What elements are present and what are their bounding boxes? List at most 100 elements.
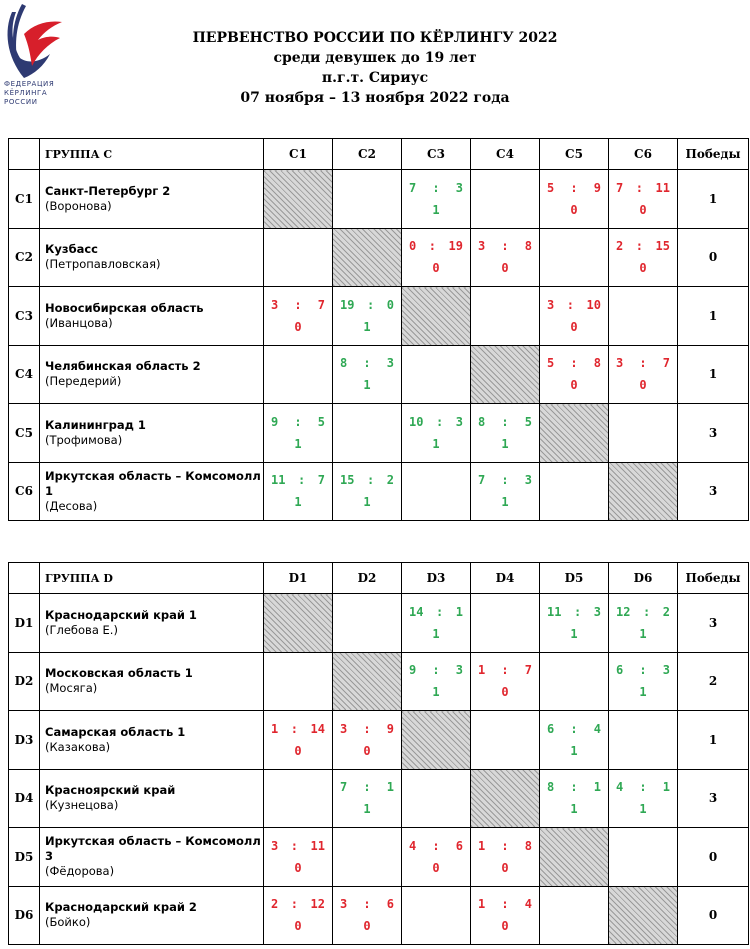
column-header: C4 [471, 139, 540, 170]
score-separator: : [432, 177, 439, 199]
team-cell: Красноярский край (Кузнецова) [40, 769, 264, 828]
score-own: 8 [478, 411, 485, 433]
team-cell: Иркутская область – Комсомолл 3 (Фёдорова… [40, 828, 264, 887]
team-name: Иркутская область – Комсомолл 1 [45, 469, 263, 499]
empty-cell [402, 886, 471, 945]
row-id: D2 [9, 652, 40, 711]
self-match-cell [471, 345, 540, 404]
match-points: 0 [609, 199, 677, 221]
venue: п.г.т. Сириус [150, 68, 600, 88]
score-line: 3:11 [264, 835, 332, 857]
table-row: D4 Красноярский край (Кузнецова) 7:1 1 8:1 1 4:… [9, 769, 749, 828]
score-line: 11:3 [540, 601, 608, 623]
score-separator: : [639, 352, 646, 374]
score-own: 7 [409, 177, 416, 199]
score-separator: : [432, 659, 439, 681]
self-match-cell [333, 228, 402, 287]
match-points: 0 [540, 199, 608, 221]
score-opponent: 5 [525, 411, 532, 433]
match-points: 1 [264, 491, 332, 513]
column-header: C3 [402, 139, 471, 170]
table-row: D5 Иркутская область – Комсомолл 3 (Фёдоро… [9, 828, 749, 887]
team-name: Самарская область 1 [45, 725, 263, 740]
row-id: C6 [9, 462, 40, 521]
empty-cell [609, 287, 678, 346]
score-cell: 7:31 [402, 170, 471, 229]
row-id: C1 [9, 170, 40, 229]
empty-cell [264, 228, 333, 287]
table-row: D2 Московская область 1 (Мосяга) 9:3 1 1:7 0 6:… [9, 652, 749, 711]
score-line: 6:3 [609, 659, 677, 681]
table-row: C3 Новосибирская область (Иванцова) 3:7 0 19:… [9, 287, 749, 346]
empty-cell [540, 228, 609, 287]
empty-cell [540, 462, 609, 521]
match-points: 0 [264, 316, 332, 338]
score-line: 2:12 [264, 893, 332, 915]
match-points: 1 [402, 623, 470, 645]
self-match-cell [333, 652, 402, 711]
score-line: 8:3 [333, 352, 401, 374]
score-own: 1 [478, 893, 485, 915]
team-name: Московская область 1 [45, 666, 263, 681]
score-separator: : [298, 469, 305, 491]
score-own: 10 [409, 411, 423, 433]
score-line: 11:7 [264, 469, 332, 491]
curling-stone-logo-icon [4, 4, 64, 82]
table-row: C2 Кузбасс (Петропавловская) 0:19 0 3:8 0 2:15 0… [9, 228, 749, 287]
team-cell: Кузбасс (Петропавловская) [40, 228, 264, 287]
score-line: 10:3 [402, 411, 470, 433]
match-points: 1 [402, 681, 470, 703]
score-opponent: 5 [318, 411, 325, 433]
score-separator: : [363, 718, 370, 740]
score-cell: 3:11 0 [264, 828, 333, 887]
match-points: 1 [540, 740, 608, 762]
score-cell: 0:19 0 [402, 228, 471, 287]
score-cell: 4:60 [402, 828, 471, 887]
empty-cell [471, 594, 540, 653]
empty-cell [333, 170, 402, 229]
score-own: 3 [547, 294, 554, 316]
score-line: 1:7 [471, 659, 539, 681]
score-own: 19 [340, 294, 354, 316]
team-cell: Иркутская область – Комсомолл 1 (Десова) [40, 462, 264, 521]
score-opponent: 9 [594, 177, 601, 199]
row-id: C4 [9, 345, 40, 404]
score-opponent: 8 [525, 835, 532, 857]
score-separator: : [363, 893, 370, 915]
team-cell: Самарская область 1 (Казакова) [40, 711, 264, 770]
score-line: 1:14 [264, 718, 332, 740]
score-own: 0 [409, 235, 416, 257]
table-row: D3 Самарская область 1 (Казакова) 1:14 0 3:9 0… [9, 711, 749, 770]
score-opponent: 3 [387, 352, 394, 374]
header-row: ГРУППА D D1 D2 D3 D4 D5 D6 Победы [9, 563, 749, 594]
score-separator: : [501, 411, 508, 433]
team-skip: (Передерий) [45, 374, 263, 389]
self-match-cell [402, 287, 471, 346]
score-line: 1:8 [471, 835, 539, 857]
wins-cell: 0 [678, 228, 749, 287]
score-separator: : [367, 294, 374, 316]
self-match-cell [540, 828, 609, 887]
score-opponent: 0 [387, 294, 394, 316]
score-opponent: 11 [656, 177, 670, 199]
group-title: ГРУППА D [40, 563, 264, 594]
empty-cell [609, 404, 678, 463]
score-opponent: 1 [594, 776, 601, 798]
group-title: ГРУППА C [40, 139, 264, 170]
score-opponent: 7 [525, 659, 532, 681]
team-cell: Московская область 1 (Мосяга) [40, 652, 264, 711]
score-line: 7:3 [471, 469, 539, 491]
score-cell: 3:80 [471, 228, 540, 287]
score-separator: : [367, 469, 374, 491]
row-id: D5 [9, 828, 40, 887]
column-header: D5 [540, 563, 609, 594]
score-opponent: 4 [525, 893, 532, 915]
score-line: 9:5 [264, 411, 332, 433]
score-line: 3:7 [264, 294, 332, 316]
match-points: 0 [333, 915, 401, 937]
score-separator: : [432, 835, 439, 857]
score-cell: 1:70 [471, 652, 540, 711]
score-opponent: 2 [663, 601, 670, 623]
match-points: 0 [402, 857, 470, 879]
